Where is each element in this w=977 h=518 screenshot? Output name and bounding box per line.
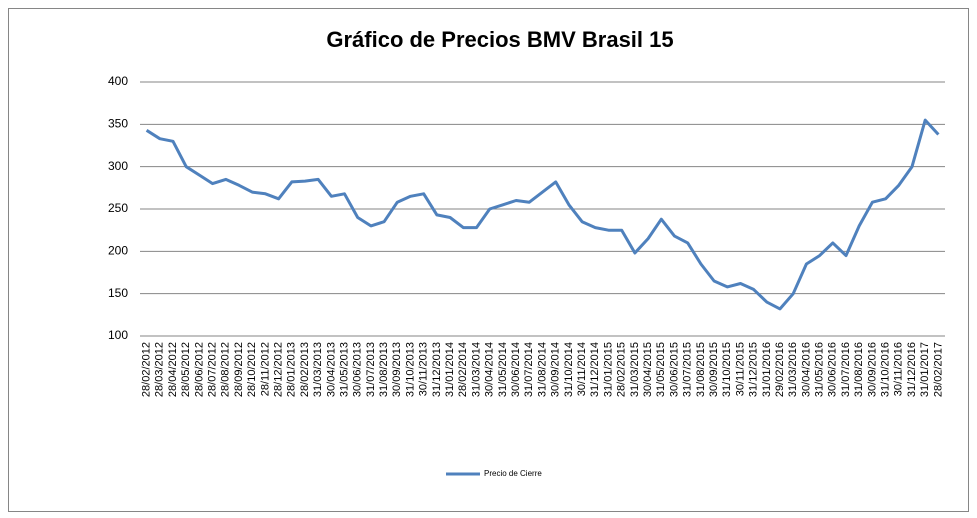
x-tick-label: 28/12/2012 [272,342,284,397]
x-tick-label: 31/08/2015 [695,342,707,397]
x-tick-label: 30/06/2014 [510,342,522,397]
y-tick-label: 350 [108,117,128,131]
x-tick-label: 30/06/2013 [352,342,364,397]
x-tick-label: 30/11/2016 [893,342,905,396]
y-tick-label: 400 [108,74,128,88]
x-tick-label: 31/05/2015 [655,342,667,397]
x-tick-label: 31/01/2015 [602,342,614,397]
x-tick-label: 28/02/2017 [932,342,944,397]
x-tick-label: 30/04/2013 [325,342,337,397]
x-tick-label: 31/08/2014 [536,342,548,397]
x-tick-label: 28/02/2012 [141,342,153,397]
x-tick-label: 30/04/2015 [642,342,654,397]
x-tick-label: 30/04/2016 [800,342,812,397]
x-tick-label: 31/03/2014 [470,342,482,397]
legend-label: Precio de Cierre [484,469,542,478]
x-tick-label: 31/08/2013 [378,342,390,397]
x-tick-label: 30/11/2013 [418,342,430,396]
x-tick-label: 31/03/2013 [312,342,324,397]
x-tick-label: 31/10/2016 [880,342,892,397]
y-tick-label: 150 [108,286,128,300]
x-tick-label: 30/11/2014 [576,342,588,396]
x-tick-label: 30/09/2016 [866,342,878,397]
x-tick-label: 31/01/2016 [761,342,773,397]
x-tick-label: 28/07/2012 [206,342,218,397]
y-tick-label: 200 [108,244,128,258]
x-tick-label: 30/09/2013 [391,342,403,397]
x-tick-label: 30/09/2015 [708,342,720,397]
x-tick-label: 31/07/2014 [523,342,535,397]
x-tick-label: 31/10/2014 [563,342,575,397]
x-tick-label: 28/06/2012 [193,342,205,397]
data-line [145,118,940,311]
x-tick-label: 28/01/2013 [286,342,298,397]
x-tick-label: 31/07/2013 [365,342,377,397]
x-tick-label: 31/05/2016 [814,342,826,397]
x-tick-label: 30/09/2014 [550,342,562,397]
x-tick-label: 31/05/2014 [497,342,509,397]
x-tick-label: 28/08/2012 [220,342,232,397]
y-tick-label: 250 [108,201,128,215]
x-tick-label: 31/12/2013 [431,342,443,397]
x-tick-label: 31/07/2015 [682,342,694,397]
x-tick-label: 28/11/2012 [259,342,271,396]
x-tick-label: 31/07/2016 [840,342,852,397]
x-tick-label: 31/01/2014 [444,342,456,397]
x-tick-label: 28/05/2012 [180,342,192,397]
x-tick-label: 31/01/2017 [919,342,931,397]
y-tick-label: 300 [108,159,128,173]
x-tick-label: 31/03/2015 [629,342,641,397]
x-tick-label: 28/03/2012 [154,342,166,397]
y-tick-label: 100 [108,328,128,342]
x-tick-label: 28/02/2013 [299,342,311,397]
x-tick-label: 28/04/2012 [167,342,179,397]
x-tick-label: 28/09/2012 [233,342,245,397]
x-tick-label: 29/02/2016 [774,342,786,397]
x-tick-label: 30/06/2015 [668,342,680,397]
x-tick-label: 28/02/2014 [457,342,469,397]
x-tick-label: 31/12/2016 [906,342,918,397]
x-tick-label: 30/06/2016 [827,342,839,397]
x-tick-label: 30/11/2015 [734,342,746,396]
x-tick-label: 30/04/2014 [484,342,496,397]
chart-border [8,8,969,512]
x-tick-label: 28/02/2015 [616,342,628,397]
x-tick-label: 31/05/2013 [338,342,350,397]
x-tick-label: 31/10/2015 [721,342,733,397]
x-tick-label: 31/12/2014 [589,342,601,397]
x-tick-label: 31/08/2016 [853,342,865,397]
chart-title: Gráfico de Precios BMV Brasil 15 [326,27,673,52]
x-tick-label: 31/12/2015 [748,342,760,397]
x-tick-label: 31/03/2016 [787,342,799,397]
x-tick-label: 31/10/2013 [404,342,416,397]
x-tick-label: 28/10/2012 [246,342,258,397]
